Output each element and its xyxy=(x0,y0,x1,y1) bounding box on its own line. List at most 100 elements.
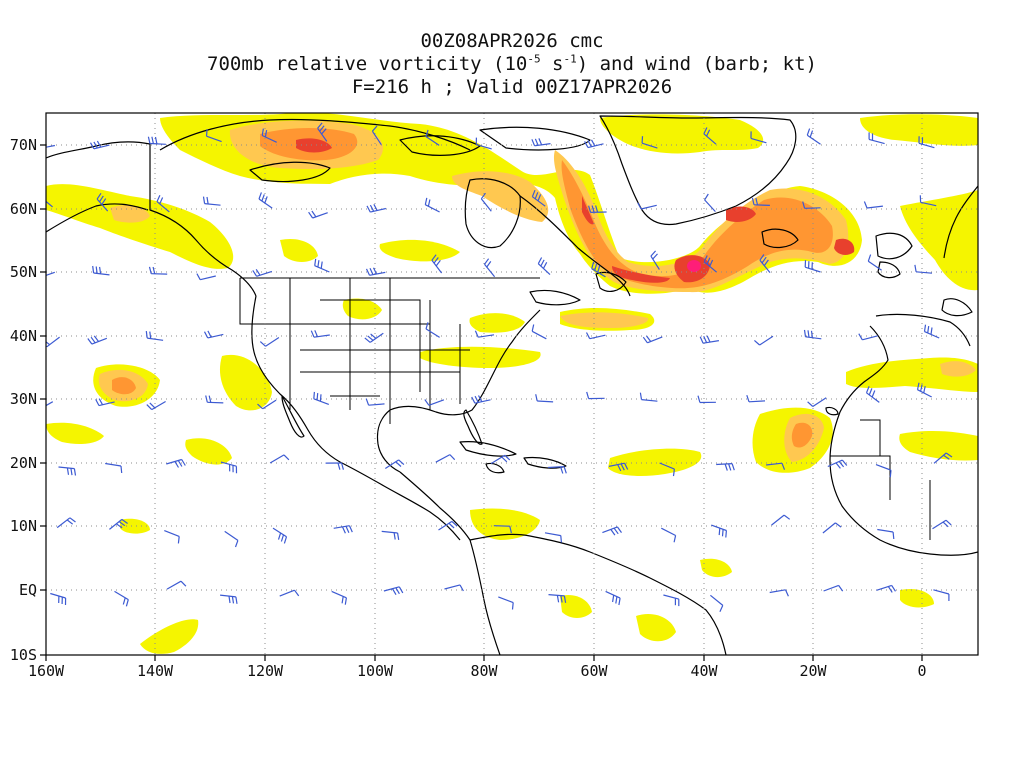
wind-barb xyxy=(279,589,300,597)
lat-label-60n: 60N xyxy=(10,200,37,218)
wind-barb xyxy=(807,397,827,408)
wind-barb xyxy=(661,527,677,543)
wind-barb xyxy=(716,463,735,471)
wind-barb xyxy=(166,458,186,468)
wind-barb xyxy=(531,324,547,340)
wind-barb xyxy=(313,391,330,405)
wind-barb xyxy=(703,255,717,273)
wind-barb xyxy=(56,517,76,529)
title-exponent-1: -5 xyxy=(527,52,541,66)
wind-barb xyxy=(224,530,239,548)
wind-barb xyxy=(490,454,511,465)
wind-barb xyxy=(663,594,680,607)
wind-barb xyxy=(333,525,353,534)
wind-barb xyxy=(822,522,842,534)
wind-barb xyxy=(531,138,551,147)
wind-barb xyxy=(588,205,607,213)
wind-barb xyxy=(548,594,567,603)
wind-barb xyxy=(46,144,56,148)
lon-label-80w: 80W xyxy=(470,662,498,680)
wind-barb xyxy=(605,590,621,606)
wind-barb xyxy=(537,257,551,276)
wind-barb xyxy=(148,266,168,275)
wind-barb xyxy=(381,530,400,540)
vorticity-shading xyxy=(46,113,978,654)
wind-barb xyxy=(919,195,937,207)
axis-ticks xyxy=(40,144,923,661)
wind-barb xyxy=(710,594,724,613)
wind-barb xyxy=(531,189,546,207)
wind-barb xyxy=(918,136,935,149)
wind-barb xyxy=(46,271,55,277)
wind-barb xyxy=(96,192,109,212)
wind-barb xyxy=(383,586,404,596)
wind-barb xyxy=(875,464,892,478)
title-line-1: 00Z08APR2026 cmc xyxy=(420,30,604,52)
wind-barb xyxy=(87,335,108,345)
wind-barb xyxy=(916,382,932,398)
lon-label-140w: 140W xyxy=(137,662,174,680)
wind-barb xyxy=(586,391,605,400)
wind-barb xyxy=(308,210,328,219)
wind-barb xyxy=(933,452,953,464)
wind-barb xyxy=(325,462,344,470)
wind-barb xyxy=(806,128,821,145)
title-line-2-suffix: ) and wind (barb; kt) xyxy=(576,53,817,75)
lat-label-10n: 10N xyxy=(10,517,37,535)
wind-barb xyxy=(46,401,54,407)
longitude-labels: 160W 140W 120W 100W 80W 60W 40W 20W 0 xyxy=(28,662,927,680)
wind-barb xyxy=(166,580,187,590)
wind-barb xyxy=(474,330,495,338)
wind-barb xyxy=(642,335,663,344)
wind-barb xyxy=(602,526,622,536)
wind-barb xyxy=(802,201,821,209)
title-line-2-prefix: 700mb relative vorticity (10 xyxy=(207,53,528,75)
wind-barb xyxy=(823,584,844,592)
wind-barb xyxy=(365,398,385,406)
wind-barb xyxy=(639,392,658,402)
lat-label-30n: 30N xyxy=(10,390,37,408)
wind-barb xyxy=(425,322,440,338)
wind-barb xyxy=(220,594,238,604)
lon-label-160w: 160W xyxy=(28,662,65,680)
lat-label-10s: 10S xyxy=(10,646,37,664)
wind-barb xyxy=(933,589,950,601)
wind-barb xyxy=(366,204,387,213)
wind-barb xyxy=(384,459,405,470)
wind-barb xyxy=(754,335,774,346)
wind-barb xyxy=(868,132,885,145)
wind-barb xyxy=(803,329,822,340)
lat-label-40n: 40N xyxy=(10,327,37,345)
wind-barb xyxy=(804,260,821,273)
lon-label-120w: 120W xyxy=(247,662,284,680)
wind-barb xyxy=(105,462,123,474)
wind-barb xyxy=(156,195,170,213)
wind-barb xyxy=(272,527,288,544)
wind-barb xyxy=(876,584,897,593)
wind-barb xyxy=(475,137,492,150)
wind-barb xyxy=(371,125,382,145)
wind-barb xyxy=(95,398,115,407)
lon-label-0: 0 xyxy=(917,662,926,680)
wind-barb xyxy=(257,399,277,410)
wind-barb xyxy=(863,201,883,209)
lon-label-60w: 60W xyxy=(580,662,608,680)
lon-label-20w: 20W xyxy=(799,662,827,680)
wind-barb xyxy=(331,590,347,605)
wind-barb xyxy=(364,332,384,343)
wind-barb xyxy=(114,590,129,607)
wind-barb xyxy=(932,519,952,530)
wind-barb xyxy=(431,254,443,274)
wind-barb xyxy=(759,254,771,273)
title-line-3: F=216 h ; Valid 00Z17APR2026 xyxy=(351,76,673,98)
lat-label-50n: 50N xyxy=(10,263,37,281)
title-line-2-mid: s xyxy=(540,53,564,75)
vorticity-peak xyxy=(687,260,701,272)
wind-barb xyxy=(145,331,164,341)
wind-barb xyxy=(220,461,238,474)
plot-frame xyxy=(45,112,979,656)
wind-barb xyxy=(493,525,512,534)
wind-barbs xyxy=(46,122,953,613)
wind-barb xyxy=(424,197,440,213)
wind-barb xyxy=(766,462,786,470)
